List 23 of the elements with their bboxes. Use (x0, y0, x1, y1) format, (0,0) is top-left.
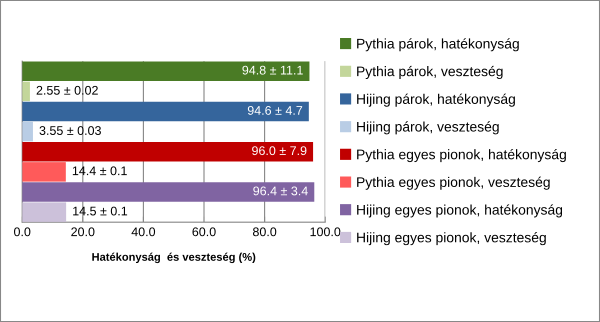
legend-label: Hijing párok, hatékonyság (357, 94, 515, 107)
data-label: 94.6 ± 4.7 (248, 106, 302, 115)
legend-label: Hijing egyes pionok, veszteség (357, 232, 546, 246)
legend-label: Pythia egyes pionok, hatékonyság (357, 148, 566, 162)
data-label: 3.55 ± 0.03 (39, 126, 101, 135)
legend-label: Pythia párok, veszteség (357, 66, 503, 79)
x-axis-title: Hatékonyság és veszteség (%) (92, 252, 256, 264)
data-label: 94.8 ± 11.1 (242, 66, 303, 75)
legend-label: Pythia párok, hatékonyság (357, 38, 519, 52)
x-tick-label: 60.0 (192, 227, 216, 236)
x-tick-label: 100.0 (310, 227, 340, 236)
x-tick-label: 20.0 (71, 227, 94, 236)
data-label: 96.4 ± 3.4 (253, 186, 308, 196)
x-tick-label: 80.0 (252, 227, 276, 236)
legend-label: Hijing párok, veszteség (357, 121, 499, 134)
x-tick-label: 0.0 (14, 227, 30, 236)
data-label: 14.5 ± 0.1 (73, 206, 128, 216)
data-label: 14.4 ± 0.1 (72, 166, 127, 176)
data-label: 2.55 ± 0.02 (36, 86, 98, 95)
legend-label: Pythia egyes pionok, veszteség (357, 176, 550, 190)
legend-label: Hijing egyes pionok, hatékonyság (357, 204, 562, 218)
data-label: 96.0 ± 7.9 (252, 146, 306, 156)
x-tick-label: 40.0 (132, 227, 156, 236)
